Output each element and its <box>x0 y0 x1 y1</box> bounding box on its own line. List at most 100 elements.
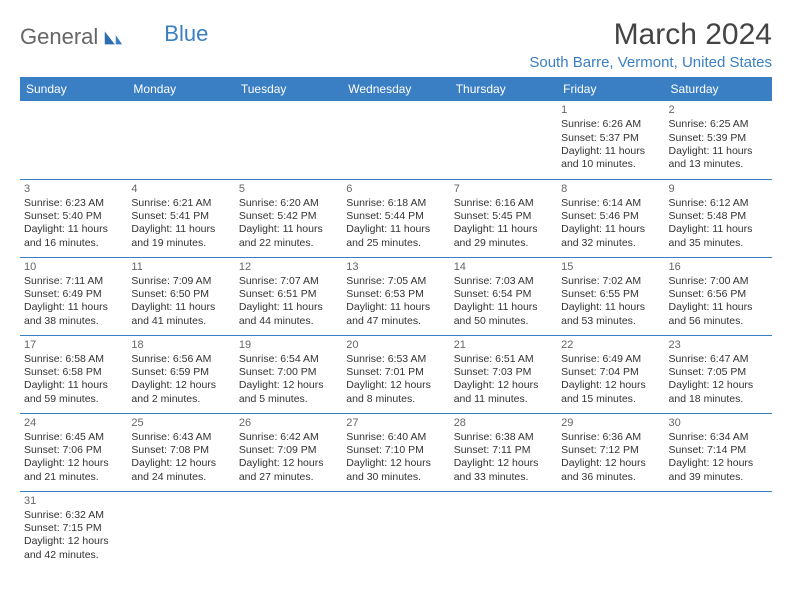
calendar-day-cell: 16Sunrise: 7:00 AMSunset: 6:56 PMDayligh… <box>665 257 772 335</box>
day-info-line: Sunset: 5:37 PM <box>561 132 660 145</box>
day-info-line: Daylight: 12 hours <box>454 379 553 392</box>
day-info-line: and 44 minutes. <box>239 315 338 328</box>
day-number: 17 <box>24 338 123 352</box>
calendar-day-cell: 19Sunrise: 6:54 AMSunset: 7:00 PMDayligh… <box>235 335 342 413</box>
day-info-line: Sunset: 6:56 PM <box>669 288 768 301</box>
day-number: 21 <box>454 338 553 352</box>
day-info-line: Daylight: 11 hours <box>239 223 338 236</box>
day-info-line: Sunrise: 7:11 AM <box>24 275 123 288</box>
calendar-day-cell: 22Sunrise: 6:49 AMSunset: 7:04 PMDayligh… <box>557 335 664 413</box>
calendar-day-cell: 2Sunrise: 6:25 AMSunset: 5:39 PMDaylight… <box>665 101 772 179</box>
day-header: Friday <box>557 77 664 101</box>
day-number: 8 <box>561 182 660 196</box>
day-info-line: Sunrise: 6:51 AM <box>454 353 553 366</box>
day-info-line: and 39 minutes. <box>669 471 768 484</box>
day-info-line: and 18 minutes. <box>669 393 768 406</box>
calendar-day-cell: 30Sunrise: 6:34 AMSunset: 7:14 PMDayligh… <box>665 413 772 491</box>
day-info-line: Sunrise: 6:49 AM <box>561 353 660 366</box>
day-info-line: Sunset: 7:09 PM <box>239 444 338 457</box>
day-info-line: and 25 minutes. <box>346 237 445 250</box>
day-info-line: and 53 minutes. <box>561 315 660 328</box>
day-info-line: Sunrise: 6:47 AM <box>669 353 768 366</box>
calendar-day-cell: 8Sunrise: 6:14 AMSunset: 5:46 PMDaylight… <box>557 179 664 257</box>
calendar-week-row: 3Sunrise: 6:23 AMSunset: 5:40 PMDaylight… <box>20 179 772 257</box>
day-info-line: and 36 minutes. <box>561 471 660 484</box>
day-info-line: Sunset: 7:05 PM <box>669 366 768 379</box>
day-info-line: and 59 minutes. <box>24 393 123 406</box>
day-number: 9 <box>669 182 768 196</box>
calendar-thead: SundayMondayTuesdayWednesdayThursdayFrid… <box>20 77 772 101</box>
day-info-line: Daylight: 11 hours <box>131 223 230 236</box>
calendar-empty-cell <box>557 491 664 569</box>
day-info-line: Sunset: 7:06 PM <box>24 444 123 457</box>
calendar-empty-cell <box>450 491 557 569</box>
day-info-line: Daylight: 11 hours <box>669 223 768 236</box>
day-info-line: Sunrise: 6:16 AM <box>454 197 553 210</box>
day-info-line: Daylight: 12 hours <box>24 457 123 470</box>
calendar-day-cell: 20Sunrise: 6:53 AMSunset: 7:01 PMDayligh… <box>342 335 449 413</box>
day-info-line: Daylight: 12 hours <box>239 379 338 392</box>
day-info-line: Sunset: 7:12 PM <box>561 444 660 457</box>
day-info-line: Sunset: 6:59 PM <box>131 366 230 379</box>
day-info-line: Sunrise: 6:58 AM <box>24 353 123 366</box>
day-number: 11 <box>131 260 230 274</box>
calendar-week-row: 10Sunrise: 7:11 AMSunset: 6:49 PMDayligh… <box>20 257 772 335</box>
day-info-line: Sunrise: 7:03 AM <box>454 275 553 288</box>
day-info-line: Sunset: 6:58 PM <box>24 366 123 379</box>
day-info-line: and 42 minutes. <box>24 549 123 562</box>
day-header-row: SundayMondayTuesdayWednesdayThursdayFrid… <box>20 77 772 101</box>
day-number: 22 <box>561 338 660 352</box>
day-info-line: Sunrise: 6:18 AM <box>346 197 445 210</box>
day-info-line: and 50 minutes. <box>454 315 553 328</box>
day-info-line: Sunset: 5:44 PM <box>346 210 445 223</box>
day-info-line: Sunrise: 6:14 AM <box>561 197 660 210</box>
day-info-line: Sunset: 7:03 PM <box>454 366 553 379</box>
day-info-line: and 27 minutes. <box>239 471 338 484</box>
calendar-week-row: 31Sunrise: 6:32 AMSunset: 7:15 PMDayligh… <box>20 491 772 569</box>
day-number: 27 <box>346 416 445 430</box>
day-info-line: Sunrise: 6:21 AM <box>131 197 230 210</box>
day-info-line: and 11 minutes. <box>454 393 553 406</box>
day-info-line: Sunrise: 6:20 AM <box>239 197 338 210</box>
calendar-empty-cell <box>127 101 234 179</box>
day-info-line: Sunset: 7:00 PM <box>239 366 338 379</box>
day-info-line: Sunrise: 7:09 AM <box>131 275 230 288</box>
header: General Blue March 2024 South Barre, Ver… <box>20 18 772 71</box>
calendar-day-cell: 31Sunrise: 6:32 AMSunset: 7:15 PMDayligh… <box>20 491 127 569</box>
location: South Barre, Vermont, United States <box>529 54 772 71</box>
day-info-line: and 15 minutes. <box>561 393 660 406</box>
day-info-line: Daylight: 11 hours <box>239 301 338 314</box>
day-info-line: Sunset: 7:14 PM <box>669 444 768 457</box>
day-header: Thursday <box>450 77 557 101</box>
day-number: 31 <box>24 494 123 508</box>
calendar-empty-cell <box>342 491 449 569</box>
day-info-line: Sunrise: 6:43 AM <box>131 431 230 444</box>
day-header: Tuesday <box>235 77 342 101</box>
day-info-line: Sunset: 5:48 PM <box>669 210 768 223</box>
day-number: 13 <box>346 260 445 274</box>
day-info-line: and 41 minutes. <box>131 315 230 328</box>
calendar-empty-cell <box>235 101 342 179</box>
day-number: 28 <box>454 416 553 430</box>
calendar-page: General Blue March 2024 South Barre, Ver… <box>0 0 792 579</box>
day-number: 18 <box>131 338 230 352</box>
day-info-line: Daylight: 12 hours <box>131 379 230 392</box>
day-number: 7 <box>454 182 553 196</box>
day-info-line: and 16 minutes. <box>24 237 123 250</box>
day-info-line: Sunrise: 6:54 AM <box>239 353 338 366</box>
day-info-line: Sunset: 6:54 PM <box>454 288 553 301</box>
day-info-line: Sunset: 7:10 PM <box>346 444 445 457</box>
day-info-line: Daylight: 11 hours <box>454 223 553 236</box>
day-info-line: Daylight: 12 hours <box>346 457 445 470</box>
calendar-empty-cell <box>127 491 234 569</box>
day-info-line: Sunrise: 7:07 AM <box>239 275 338 288</box>
day-info-line: Daylight: 11 hours <box>24 301 123 314</box>
day-info-line: Daylight: 12 hours <box>669 379 768 392</box>
day-number: 3 <box>24 182 123 196</box>
day-number: 24 <box>24 416 123 430</box>
day-info-line: Sunrise: 6:12 AM <box>669 197 768 210</box>
day-header: Monday <box>127 77 234 101</box>
day-info-line: Daylight: 11 hours <box>669 145 768 158</box>
day-info-line: Sunset: 5:45 PM <box>454 210 553 223</box>
day-info-line: Sunset: 5:39 PM <box>669 132 768 145</box>
